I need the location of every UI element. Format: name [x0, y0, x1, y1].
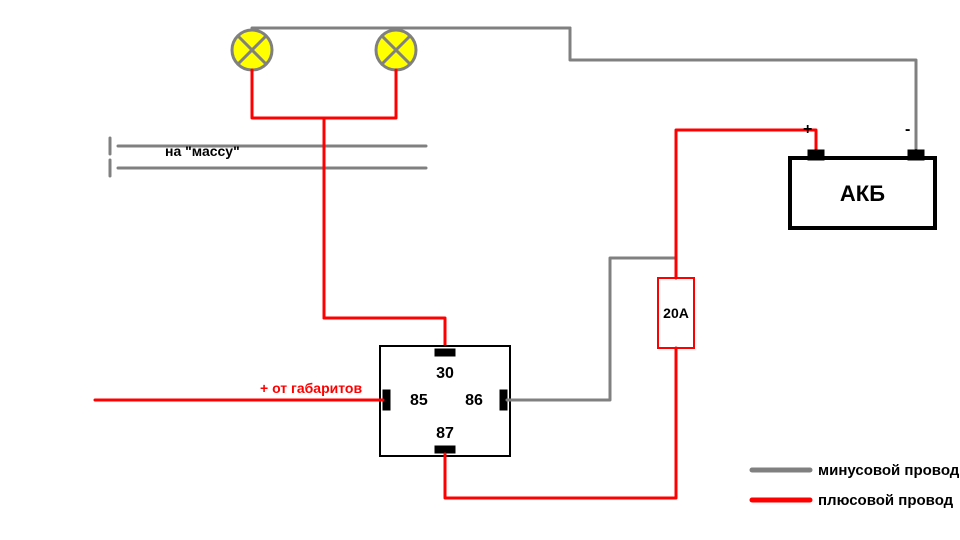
relay-pin86-label: 86: [465, 392, 483, 409]
relay-pin30-tab: [435, 349, 455, 356]
legend-minus-text: минусовой провод: [818, 462, 960, 479]
battery-minus-label: -: [905, 121, 910, 138]
legend-plus-text: плюсовой провод: [818, 492, 954, 509]
plus-bulbs-join: [252, 70, 396, 118]
pin86-wire: [507, 258, 676, 400]
plus-to-pin30: [324, 318, 445, 348]
relay-pin30-label: 30: [436, 365, 454, 382]
minus-bulb-left-top: [252, 28, 570, 30]
ground-label: на "массу": [165, 143, 240, 159]
battery-label: АКБ: [840, 181, 885, 206]
relay-pin85-label: 85: [410, 392, 428, 409]
relay-pin87-tab: [435, 446, 455, 453]
wiring-diagram: на "массу" 30 85 86 87 + от габаритов 20A АКБ + -…: [0, 0, 960, 540]
minus-to-battery: [570, 28, 916, 150]
battery-plus-label: +: [803, 121, 812, 138]
fuse-label: 20A: [663, 305, 689, 321]
habarit-label: + от габаритов: [260, 380, 362, 396]
relay-pin87-label: 87: [436, 425, 454, 442]
